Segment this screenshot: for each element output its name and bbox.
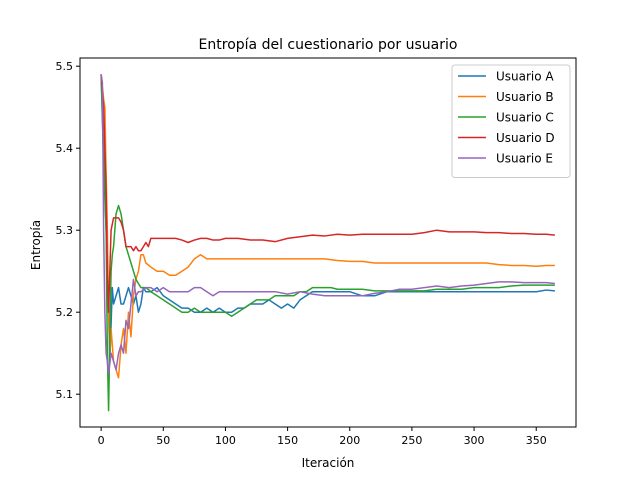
legend-item: Usuario C (458, 111, 554, 125)
x-tick-label: 300 (464, 434, 485, 447)
y-tick-label: 5.3 (56, 224, 74, 237)
y-tick-label: 5.4 (56, 142, 74, 155)
x-tick-label: 100 (215, 434, 236, 447)
x-tick-label: 0 (98, 434, 105, 447)
x-tick-label: 50 (156, 434, 170, 447)
legend-box (451, 64, 571, 178)
series-line-usuario-a (100, 74, 555, 363)
series-group (100, 74, 555, 412)
x-tick-label: 250 (401, 434, 422, 447)
legend-label: Usuario D (496, 131, 555, 145)
x-axis: 0 50 100 150 200 250 300 350 (98, 427, 547, 447)
plot-frame (79, 57, 577, 428)
chart-title: Entropía del cuestionario por usuario (199, 37, 458, 53)
y-axis: 5.1 5.2 5.3 5.4 5.5 (56, 60, 80, 401)
y-tick-label: 5.1 (56, 388, 74, 401)
series-line-usuario-d (100, 74, 555, 313)
legend-label: Usuario B (496, 90, 554, 104)
x-tick-label: 350 (526, 434, 547, 447)
legend-item: Usuario D (458, 131, 555, 145)
y-tick-label: 5.5 (56, 60, 74, 73)
series-line-usuario-e (100, 74, 555, 375)
legend-label: Usuario A (496, 70, 554, 84)
legend-item: Usuario A (458, 70, 554, 84)
legend: Usuario A Usuario B Usuario C Usuario D Usua… (451, 64, 571, 178)
y-axis-title: Entropía (29, 220, 43, 270)
legend-item: Usuario B (458, 90, 554, 104)
x-tick-label: 200 (339, 434, 360, 447)
x-tick-label: 150 (277, 434, 298, 447)
y-tick-label: 5.2 (56, 306, 74, 319)
legend-label: Usuario E (496, 152, 553, 166)
series-line-usuario-c (100, 74, 555, 412)
legend-item: Usuario E (458, 152, 553, 166)
x-axis-title: Iteración (302, 456, 355, 470)
legend-label: Usuario C (496, 111, 554, 125)
series-line-usuario-b (100, 74, 555, 379)
